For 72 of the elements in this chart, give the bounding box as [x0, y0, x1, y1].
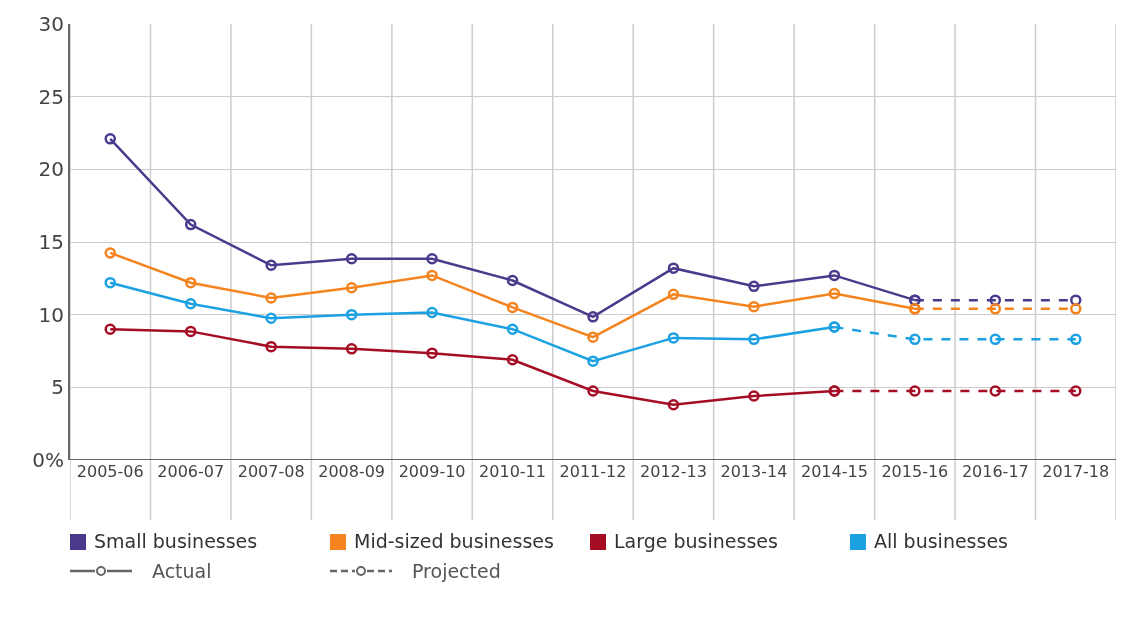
point — [667, 288, 680, 301]
point — [345, 252, 358, 265]
point — [345, 282, 358, 294]
point — [748, 333, 760, 346]
y-tick-label: 20 — [38, 157, 64, 182]
x-tick-label: 2013-14 — [720, 462, 788, 481]
point — [909, 385, 921, 397]
point — [506, 274, 519, 287]
x-tick-label: 2010-11 — [479, 462, 546, 481]
point — [667, 262, 680, 274]
x-tick-label: 2006-07 — [157, 462, 225, 481]
x-tick-label: 2017-18 — [1042, 462, 1110, 481]
x-tick-label: 2011-12 — [559, 462, 627, 481]
point — [667, 399, 680, 411]
point — [426, 306, 438, 319]
point — [265, 259, 277, 271]
point — [748, 280, 760, 293]
point — [265, 292, 277, 304]
point — [989, 333, 1002, 346]
point — [587, 331, 599, 343]
point — [989, 385, 1002, 397]
y-tick-label: 15 — [38, 230, 64, 254]
point — [587, 385, 599, 397]
point — [104, 133, 116, 145]
point — [426, 269, 438, 282]
point — [506, 353, 519, 366]
point — [506, 323, 519, 335]
point — [1070, 333, 1082, 346]
point — [104, 247, 116, 259]
point — [909, 333, 921, 346]
point — [748, 300, 760, 313]
text: Actual — [152, 560, 212, 582]
x-tick-label: 2015-16 — [881, 462, 949, 481]
point — [587, 311, 599, 323]
x-tick-label: 2012-13 — [640, 462, 707, 481]
point — [345, 343, 358, 355]
y-tick-label: 5 — [51, 375, 64, 400]
x-tick-label: 2007-08 — [237, 462, 305, 481]
x-tick-label: 2005-06 — [76, 462, 144, 481]
point — [345, 308, 358, 321]
legend-label: Mid-sized businesses — [354, 530, 554, 552]
point — [667, 332, 680, 344]
point — [828, 269, 841, 282]
point — [184, 298, 197, 310]
point — [587, 355, 599, 367]
point — [104, 276, 116, 289]
point — [184, 218, 197, 231]
y-tick-label: 10 — [38, 302, 64, 327]
point — [748, 390, 760, 402]
text: Projected — [412, 560, 501, 582]
point — [426, 347, 438, 359]
legend-label: Small businesses — [94, 530, 258, 552]
point — [104, 323, 116, 335]
point — [184, 276, 197, 289]
x-tick-label: 2009-10 — [398, 462, 466, 481]
point — [265, 312, 277, 325]
point — [426, 252, 438, 265]
y-tick-label: 0% — [32, 448, 64, 472]
y-tick-label: 30 — [38, 12, 64, 36]
point — [828, 287, 841, 300]
x-tick-label: 2014-15 — [800, 462, 868, 481]
point — [989, 303, 1002, 315]
x-tick-label: 2016-17 — [961, 462, 1029, 481]
point — [265, 340, 277, 353]
point — [184, 325, 197, 338]
point — [506, 301, 519, 314]
legend-label: All businesses — [874, 530, 1008, 552]
point — [1070, 385, 1082, 397]
point — [1070, 303, 1082, 315]
legend-label: Large businesses — [614, 530, 778, 552]
x-tick-label: 2008-09 — [318, 462, 386, 481]
y-tick-label: 25 — [38, 84, 64, 109]
